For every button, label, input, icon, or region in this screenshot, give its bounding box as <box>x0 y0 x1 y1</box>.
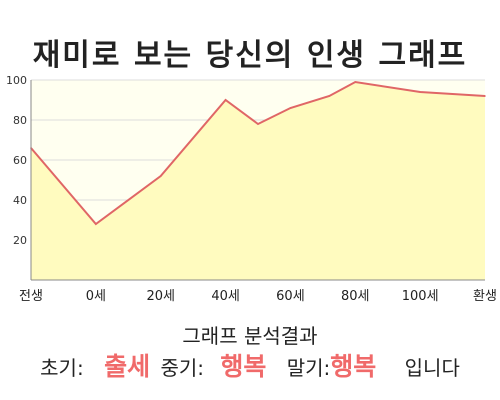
y-tick-label: 80 <box>13 114 27 127</box>
data-point <box>484 95 486 97</box>
result-suffix: 입니다 <box>404 356 460 380</box>
data-point <box>95 223 97 225</box>
late-value: 행복 <box>330 352 377 381</box>
late-label: 말기: <box>286 356 331 380</box>
x-tick-label: 60세 <box>276 289 305 304</box>
y-tick-label: 60 <box>13 154 27 167</box>
y-tick-label: 40 <box>13 194 27 207</box>
x-tick-label: 20세 <box>146 289 175 304</box>
analysis-result: 초기: 출세 중기: 행복 말기:행복 입니다 <box>0 347 500 383</box>
x-tick-label: 80세 <box>341 289 370 304</box>
data-point <box>328 95 331 97</box>
y-tick-label: 100 <box>6 74 27 87</box>
chart-title: 재미로 보는 당신의 인생 그래프 <box>32 38 468 73</box>
mid-value: 행복 <box>220 352 267 381</box>
x-tick-label: 환생 <box>473 289 497 304</box>
data-point <box>224 99 227 101</box>
area-fill <box>31 82 485 280</box>
x-tick-label: 40세 <box>211 289 240 304</box>
series-line <box>30 80 486 226</box>
mid-label: 중기: <box>160 356 204 380</box>
data-point <box>354 81 357 83</box>
data-point <box>419 91 421 93</box>
data-point <box>159 175 162 177</box>
x-tick-label: 0세 <box>86 289 106 304</box>
early-value: 출세 <box>104 352 151 381</box>
data-point <box>257 123 259 125</box>
x-tick-label: 전생 <box>19 289 43 304</box>
data-point <box>289 107 292 109</box>
early-label: 초기: <box>40 356 84 380</box>
x-tick-label: 100세 <box>402 289 439 304</box>
y-tick-label: 20 <box>13 234 27 247</box>
analysis-title: 그래프 분석결과 <box>182 324 318 348</box>
